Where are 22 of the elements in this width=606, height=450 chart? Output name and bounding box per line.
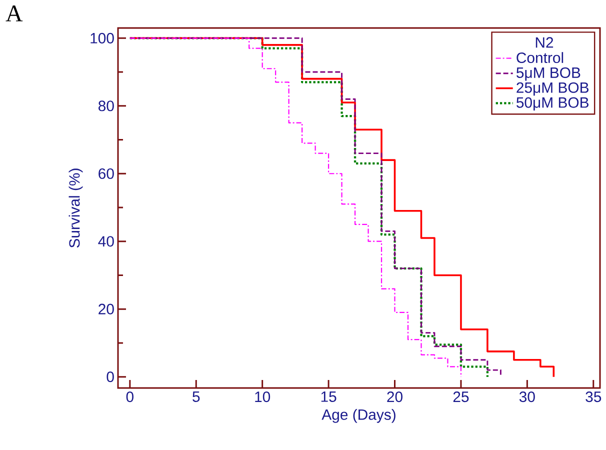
y-axis-title: Survival (%) (68, 168, 83, 248)
legend-label: 5μM BOB (516, 67, 580, 81)
y-tick-label: 40 (98, 236, 114, 247)
y-tick-label: 80 (98, 100, 114, 112)
x-tick-label: 15 (321, 392, 336, 402)
x-tick-label: 10 (255, 392, 270, 402)
y-tick-label: 20 (98, 304, 114, 314)
legend-title: N2 (536, 37, 554, 48)
x-axis-title: Age (Days) (322, 408, 396, 423)
y-tick-label: 60 (98, 168, 114, 179)
legend-label: Control (516, 52, 564, 64)
y-tick-label: 100 (90, 32, 114, 44)
x-tick-label: 25 (453, 392, 469, 402)
x-tick-label: 20 (387, 392, 402, 402)
x-tick-label: 5 (192, 392, 200, 402)
legend-label: 50μM BOB (516, 97, 588, 111)
text: A (6, 6, 23, 22)
y-tick-label: 0 (106, 372, 114, 382)
x-tick-label: 35 (586, 392, 602, 402)
x-tick-label: 0 (126, 392, 134, 402)
legend-label: 25μM BOB (516, 82, 588, 96)
x-tick-label: 30 (519, 392, 535, 402)
